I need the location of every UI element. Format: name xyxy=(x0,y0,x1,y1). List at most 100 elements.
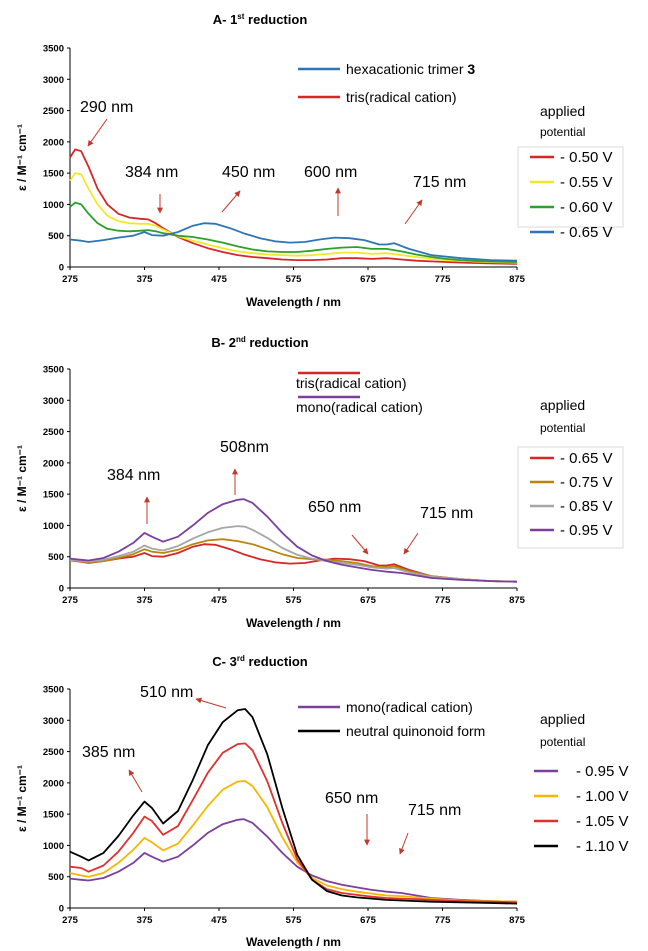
series-line-3 xyxy=(69,525,518,583)
x-tick-label: 275 xyxy=(62,274,79,285)
series-line-2 xyxy=(69,172,518,264)
chart-title: C- 3rd reduction xyxy=(212,654,307,669)
chart-title: A- 1st reduction xyxy=(213,12,308,27)
applied-label: applied xyxy=(540,711,585,727)
series-line-2 xyxy=(69,780,518,903)
potential-legend-label: - 0.50 V xyxy=(560,149,613,166)
series-line-4 xyxy=(69,498,518,583)
y-tick-label: 3000 xyxy=(43,396,64,407)
x-tick-label: 475 xyxy=(211,595,228,606)
potential-legend-label: - 0.95 V xyxy=(576,763,629,780)
legend-label: tris(radical cation) xyxy=(346,89,456,105)
y-tick-label: 3000 xyxy=(43,716,64,727)
annotation-arrow xyxy=(221,190,241,213)
annotation-label: 715 nm xyxy=(413,174,466,191)
x-tick-label: 675 xyxy=(360,915,377,926)
y-tick-label: 500 xyxy=(48,231,64,242)
x-tick-label: 475 xyxy=(211,915,228,926)
x-tick-label: 875 xyxy=(509,915,526,926)
annotation-label: 508nm xyxy=(220,439,269,456)
legend-label: mono(radical cation) xyxy=(346,699,473,715)
potential-legend-label: - 0.85 V xyxy=(560,498,613,515)
y-tick-label: 1500 xyxy=(43,169,64,180)
potential-legend-label: - 1.00 V xyxy=(576,788,629,805)
annotation-label: 650 nm xyxy=(325,790,378,807)
annotation-arrow xyxy=(399,832,409,855)
legend-label: tris(radical cation) xyxy=(296,375,406,391)
x-tick-label: 375 xyxy=(137,595,154,606)
x-tick-label: 775 xyxy=(435,595,452,606)
annotation-label: 510 nm xyxy=(140,684,193,701)
x-tick-label: 775 xyxy=(435,274,452,285)
potential-legend-box xyxy=(517,146,624,228)
annotation-arrow xyxy=(351,534,369,555)
x-tick-label: 875 xyxy=(509,274,526,285)
applied-label: applied xyxy=(540,103,585,119)
chart-panel-1: A- 1st reduction 0 500 1000 1500 2000 2500 3000… xyxy=(15,12,624,309)
annotation-label: 384 nm xyxy=(125,164,178,181)
annotation-arrow xyxy=(403,532,419,555)
x-axis-label: Wavelength / nm xyxy=(246,935,341,949)
annotation-label: 450 nm xyxy=(222,164,275,181)
series-line-1 xyxy=(69,818,518,903)
y-tick-label: 2500 xyxy=(43,106,64,117)
y-tick-label: 1000 xyxy=(43,200,64,211)
x-tick-label: 575 xyxy=(286,915,303,926)
potential-label: potential xyxy=(540,421,585,435)
annotation-arrow xyxy=(404,199,423,225)
potential-legend-label: - 1.10 V xyxy=(576,838,629,855)
applied-label: applied xyxy=(540,397,585,413)
series-line-2 xyxy=(69,538,518,583)
series-line-3 xyxy=(69,742,518,904)
x-tick-label: 275 xyxy=(62,915,79,926)
potential-legend-label: - 0.60 V xyxy=(560,199,613,216)
x-tick-label: 575 xyxy=(286,274,303,285)
y-tick-label: 2500 xyxy=(43,427,64,438)
x-tick-label: 575 xyxy=(286,595,303,606)
y-tick-label: 3000 xyxy=(43,75,64,86)
potential-legend-label: - 0.75 V xyxy=(560,474,613,491)
series-line-3 xyxy=(69,201,518,263)
x-tick-label: 775 xyxy=(435,915,452,926)
legend-label: hexacationic trimer 3 xyxy=(346,61,475,77)
y-tick-label: 3500 xyxy=(43,44,64,55)
x-tick-label: 275 xyxy=(62,595,79,606)
potential-label: potential xyxy=(540,125,585,139)
y-tick-label: 0 xyxy=(59,263,64,274)
y-tick-label: 500 xyxy=(48,552,64,563)
y-tick-label: 1500 xyxy=(43,490,64,501)
x-tick-label: 675 xyxy=(360,274,377,285)
y-axis-label: ε / M⁻¹ cm⁻¹ xyxy=(15,445,29,512)
y-tick-label: 3500 xyxy=(43,685,64,696)
y-tick-label: 2000 xyxy=(43,458,64,469)
potential-label: potential xyxy=(540,735,585,749)
y-tick-label: 1500 xyxy=(43,810,64,821)
annotation-label: 650 nm xyxy=(308,499,361,516)
annotation-label: 715 nm xyxy=(408,802,461,819)
series-line-1 xyxy=(69,543,518,583)
y-tick-label: 0 xyxy=(59,904,64,915)
annotation-label: 715 nm xyxy=(420,505,473,522)
annotation-label: 384 nm xyxy=(107,467,160,484)
y-tick-label: 1000 xyxy=(43,841,64,852)
annotation-arrow xyxy=(128,769,143,793)
series-line-4 xyxy=(69,222,518,262)
annotation-arrow xyxy=(87,118,108,147)
potential-legend-label: - 1.05 V xyxy=(576,813,629,830)
x-tick-label: 375 xyxy=(137,274,154,285)
x-axis-label: Wavelength / nm xyxy=(246,616,341,630)
series-line-1 xyxy=(69,148,518,265)
chart-panel-3: C- 3rd reduction 0 500 1000 1500 2000 2500 3000… xyxy=(15,654,629,949)
potential-legend-label: - 0.65 V xyxy=(560,224,613,241)
potential-legend-box xyxy=(517,446,624,549)
annotation-arrow xyxy=(195,697,227,709)
x-tick-label: 475 xyxy=(211,274,228,285)
y-tick-label: 0 xyxy=(59,584,64,595)
x-tick-label: 875 xyxy=(509,595,526,606)
y-axis-label: ε / M⁻¹ cm⁻¹ xyxy=(15,765,29,832)
y-tick-label: 2500 xyxy=(43,747,64,758)
legend-label: mono(radical cation) xyxy=(296,399,423,415)
x-axis-label: Wavelength / nm xyxy=(246,295,341,309)
y-tick-label: 500 xyxy=(48,872,64,883)
